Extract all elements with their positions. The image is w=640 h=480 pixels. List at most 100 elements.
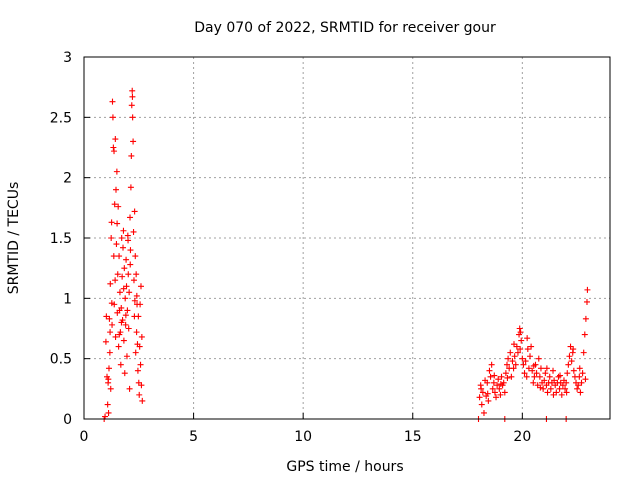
- data-point: [129, 93, 136, 100]
- chart-title: Day 070 of 2022, SRMTID for receiver gou…: [194, 20, 496, 36]
- data-point: [108, 300, 115, 307]
- data-point: [575, 382, 582, 389]
- data-point: [111, 201, 118, 208]
- data-point: [139, 397, 146, 404]
- data-point: [563, 379, 570, 386]
- data-point: [502, 370, 509, 377]
- data-point: [129, 87, 136, 94]
- data-point: [128, 152, 135, 159]
- data-point: [524, 335, 531, 342]
- data-point: [116, 253, 123, 260]
- data-point: [495, 376, 502, 383]
- data-point: [137, 361, 144, 368]
- data-point: [486, 367, 493, 374]
- data-point: [480, 409, 487, 416]
- data-point: [108, 219, 115, 226]
- data-point: [122, 295, 129, 302]
- y-tick-label: 0.5: [50, 352, 72, 368]
- data-point: [122, 321, 129, 328]
- data-point: [582, 315, 589, 322]
- data-point: [581, 331, 588, 338]
- data-point: [115, 343, 122, 350]
- data-point: [521, 370, 528, 377]
- data-point: [491, 372, 498, 379]
- data-point: [576, 365, 583, 372]
- data-point: [518, 337, 525, 344]
- data-point: [505, 355, 512, 362]
- data-point: [523, 373, 530, 380]
- data-point: [484, 379, 491, 386]
- data-point: [121, 370, 128, 377]
- data-point: [531, 373, 538, 380]
- data-point: [563, 389, 570, 396]
- data-point: [543, 365, 550, 372]
- data-point: [130, 138, 137, 145]
- data-point: [137, 283, 144, 290]
- data-point: [529, 367, 536, 374]
- data-point: [106, 349, 113, 356]
- data-point: [577, 389, 584, 396]
- data-point: [530, 362, 537, 369]
- data-point: [131, 208, 138, 215]
- data-point: [487, 373, 494, 380]
- data-point: [122, 312, 129, 319]
- x-tick-label: 5: [189, 429, 198, 445]
- data-point: [562, 385, 569, 392]
- data-point: [546, 373, 553, 380]
- data-point: [568, 358, 575, 365]
- data-point: [584, 286, 591, 293]
- data-point: [118, 304, 125, 311]
- data-point: [138, 333, 145, 340]
- data-point: [118, 319, 125, 326]
- data-point: [128, 102, 135, 109]
- data-point: [125, 325, 132, 332]
- data-point: [104, 401, 111, 408]
- data-point: [120, 244, 127, 251]
- data-point: [136, 343, 143, 350]
- data-point: [582, 376, 589, 383]
- data-point: [125, 237, 132, 244]
- data-point: [491, 389, 498, 396]
- data-point: [118, 235, 125, 241]
- data-point: [105, 365, 112, 372]
- data-point: [105, 409, 112, 416]
- data-point: [125, 271, 132, 278]
- data-point: [107, 280, 114, 287]
- data-point: [565, 361, 572, 368]
- data-point: [105, 376, 112, 383]
- data-point: [497, 381, 504, 388]
- y-tick-label: 3: [63, 50, 72, 66]
- data-point: [500, 379, 507, 386]
- data-point: [533, 370, 540, 377]
- data-point: [516, 325, 523, 332]
- data-point: [507, 349, 514, 356]
- data-point: [557, 372, 564, 379]
- data-point: [110, 253, 117, 260]
- data-point: [123, 353, 130, 360]
- data-point: [493, 394, 500, 401]
- data-point: [530, 379, 537, 386]
- data-point: [489, 385, 496, 392]
- data-point: [115, 203, 122, 210]
- data-point: [136, 391, 143, 398]
- data-point: [131, 297, 138, 304]
- data-point: [130, 277, 137, 284]
- x-tick-label: 0: [80, 429, 89, 445]
- y-tick-label: 1: [63, 291, 72, 307]
- data-point: [109, 321, 116, 328]
- data-point: [509, 358, 516, 365]
- data-point: [133, 329, 140, 336]
- data-point: [570, 346, 577, 353]
- data-point: [517, 346, 524, 353]
- data-point: [124, 307, 131, 314]
- data-point: [583, 298, 590, 305]
- data-point: [537, 384, 544, 391]
- data-point: [117, 361, 124, 368]
- data-point: [127, 247, 134, 254]
- data-point: [123, 256, 130, 263]
- data-point: [519, 355, 526, 362]
- data-point: [540, 385, 547, 392]
- data-point: [494, 382, 501, 389]
- data-point: [478, 385, 485, 392]
